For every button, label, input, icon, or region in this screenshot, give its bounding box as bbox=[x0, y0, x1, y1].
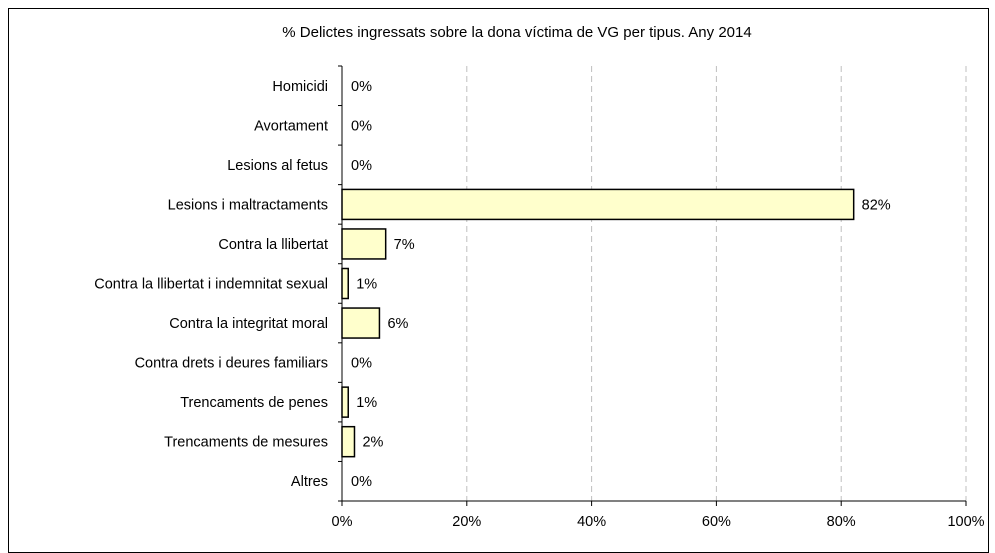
data-label: 0% bbox=[351, 158, 372, 174]
chart-area bbox=[8, 8, 989, 553]
bar bbox=[341, 307, 381, 339]
data-label: 82% bbox=[862, 197, 891, 213]
data-label: 0% bbox=[351, 474, 372, 490]
bar bbox=[341, 267, 349, 300]
data-label: 0% bbox=[351, 118, 372, 134]
data-label: 0% bbox=[351, 356, 372, 372]
bar bbox=[341, 188, 855, 221]
gridlines bbox=[466, 66, 967, 501]
x-tick-label: 0% bbox=[332, 514, 353, 530]
chart-title: % Delictes ingressats sobre la dona víct… bbox=[282, 24, 751, 41]
data-label: 6% bbox=[387, 316, 408, 332]
category-label: Contra la integritat moral bbox=[169, 316, 328, 332]
category-label: Avortament bbox=[254, 118, 328, 134]
x-tick-label: 40% bbox=[577, 514, 606, 530]
category-label: Altres bbox=[291, 474, 328, 490]
axes: 0% 20% 40% 60% 80% 100% Homicidi Avortament Lesi… bbox=[94, 65, 985, 530]
category-label: Homicidi bbox=[272, 79, 328, 95]
data-label: 2% bbox=[362, 435, 383, 451]
x-tick-label: 60% bbox=[702, 514, 731, 530]
x-tick-label: 80% bbox=[827, 514, 856, 530]
category-label: Contra la llibertat i indemnitat sexual bbox=[94, 277, 328, 293]
bar bbox=[341, 228, 387, 260]
bar bbox=[341, 425, 356, 458]
bars: 0% 0% 0% 82% 7% 1% 6% 0% 1% 2% 0% bbox=[341, 79, 891, 490]
category-label: Lesions al fetus bbox=[227, 158, 328, 174]
data-label: 7% bbox=[394, 237, 415, 253]
bar bbox=[341, 386, 349, 418]
x-tick-label: 20% bbox=[452, 514, 481, 530]
data-label: 0% bbox=[351, 79, 372, 95]
data-label: 1% bbox=[356, 395, 377, 411]
category-label: Trencaments de mesures bbox=[164, 435, 328, 451]
category-label: Lesions i maltractaments bbox=[168, 197, 328, 213]
category-label: Contra la llibertat bbox=[218, 237, 328, 253]
data-label: 1% bbox=[356, 277, 377, 293]
x-tick-label: 100% bbox=[947, 514, 984, 530]
category-label: Contra drets i deures familiars bbox=[135, 356, 328, 372]
category-label: Trencaments de penes bbox=[180, 395, 328, 411]
